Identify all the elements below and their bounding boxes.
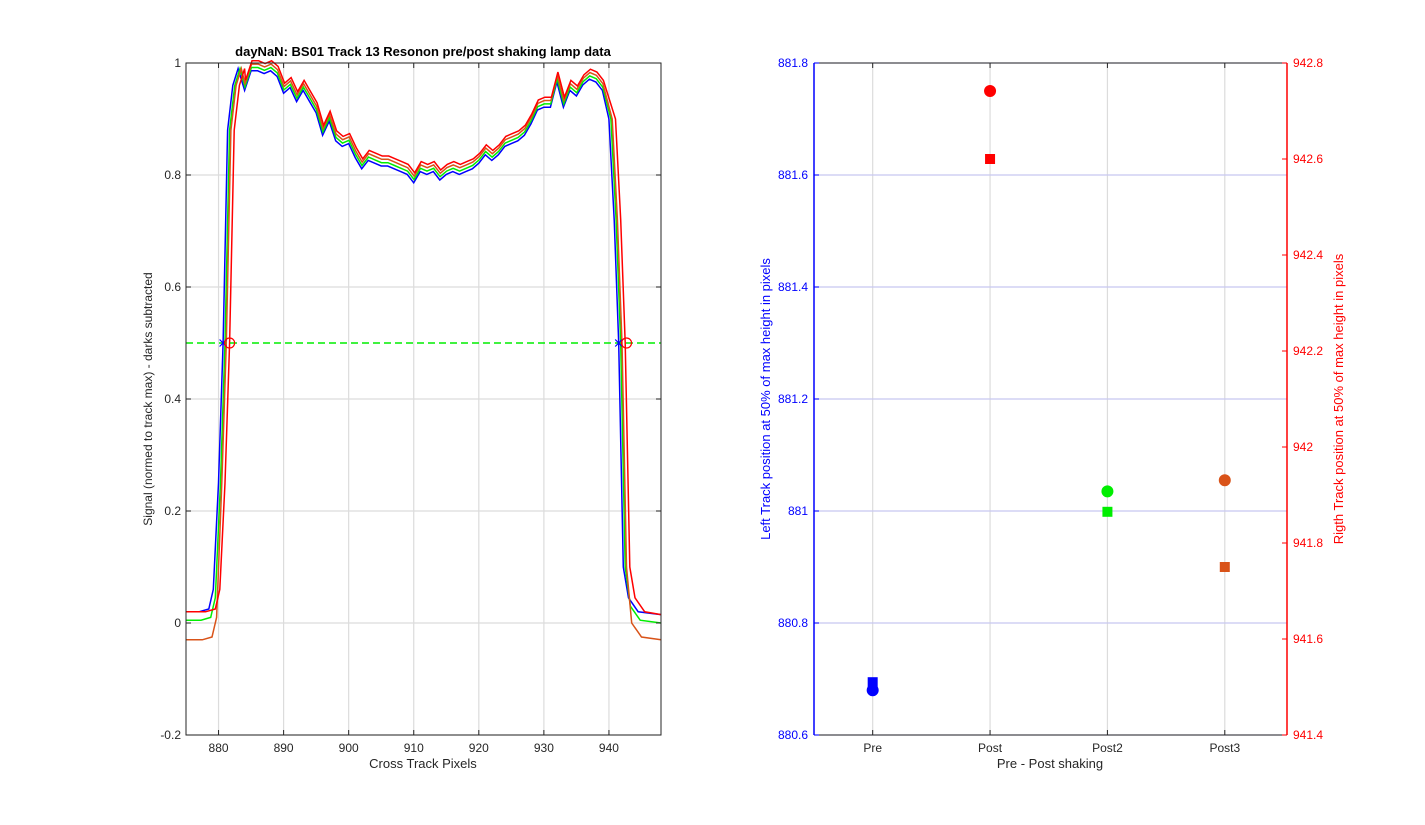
right-track-point-post xyxy=(985,154,996,164)
signal-line-series-1 xyxy=(186,65,662,624)
right-plot: Pre Post Post2 Post3 880.6 880.8 881 881.2 881.4… xyxy=(758,56,1346,771)
left-axis-tick-label: 881 xyxy=(788,504,808,518)
left-axis-tick-label: 881.6 xyxy=(778,168,808,182)
left-y-tick-label: 0.8 xyxy=(164,168,181,182)
left-y-tick-label: 0.4 xyxy=(164,392,181,406)
left-y-tick-label: -0.2 xyxy=(160,728,181,742)
right-axis-tick-label: 941.8 xyxy=(1293,536,1323,550)
left-x-tick-label: 920 xyxy=(469,741,489,755)
left-track-point-post2 xyxy=(1101,485,1114,498)
right-track-point-pre xyxy=(867,677,878,688)
left-axis-tick-label: 881.8 xyxy=(778,56,808,70)
right-axis-tick-label: 941.6 xyxy=(1293,632,1323,646)
threshold-group xyxy=(186,337,661,349)
right-track-point-post3 xyxy=(1219,562,1230,572)
left-x-tick-label: 890 xyxy=(274,741,294,755)
left-x-tick-label: 880 xyxy=(209,741,229,755)
signal-line-series-2 xyxy=(186,63,662,641)
left-x-tick-label: 910 xyxy=(404,741,424,755)
left-axis-tick-label: 881.2 xyxy=(778,392,808,406)
left-x-tick-label: 940 xyxy=(599,741,619,755)
signal-line-series-0 xyxy=(186,66,662,616)
left-y-tick-label: 0.6 xyxy=(164,280,181,294)
left-x-tick-label: 930 xyxy=(534,741,554,755)
left-axis-tick-label: 880.6 xyxy=(778,728,808,742)
left-plot: 880 890 900 910 920 930 940-0.200.20.40.60.81 … xyxy=(141,44,662,771)
category-label-pre: Pre xyxy=(863,741,882,755)
right-axis-tick-label: 942.6 xyxy=(1293,152,1323,166)
left-ticks: 880 890 900 910 920 930 940 -0.2 0 0.2 0.4 0.6 0.8 1 xyxy=(160,56,661,755)
left-x-axis-label: Cross Track Pixels xyxy=(369,756,477,771)
left-x-tick-label: 900 xyxy=(339,741,359,755)
right-x-axis-label: Pre - Post shaking xyxy=(997,756,1103,771)
left-y-tick-label: 0.2 xyxy=(164,504,181,518)
right-axis-tick-label: 941.4 xyxy=(1293,728,1323,742)
left-axis-tick-label: 881.4 xyxy=(778,280,808,294)
right-axis-tick-label: 942.2 xyxy=(1293,344,1323,358)
right-axis-tick-label: 942.8 xyxy=(1293,56,1323,70)
right-ticks: Pre Post Post2 Post3 880.6 880.8 881 881.2 881.4… xyxy=(778,56,1323,755)
right-plot-right-y-axis-label: Rigth Track position at 50% of max heigh… xyxy=(1331,253,1346,544)
left-y-tick-label: 0 xyxy=(174,616,181,630)
left-axis-tick-label: 880.8 xyxy=(778,616,808,630)
right-plot-left-y-axis-label: Left Track position at 50% of max height… xyxy=(758,258,773,540)
left-y-tick-label: 1 xyxy=(174,56,181,70)
right-axis-tick-label: 942.4 xyxy=(1293,248,1323,262)
left-track-point-post xyxy=(984,85,997,97)
category-label-post: Post xyxy=(978,741,1003,755)
left-track-point-post3 xyxy=(1218,474,1231,487)
right-axis-tick-label: 942 xyxy=(1293,440,1313,454)
right-track-point-post2 xyxy=(1102,506,1113,517)
category-label-post2: Post2 xyxy=(1092,741,1123,755)
crossing-marker-x xyxy=(614,339,623,347)
crossing-marker-circle xyxy=(620,337,633,349)
category-label-post3: Post3 xyxy=(1209,741,1240,755)
right-points-group xyxy=(866,85,1231,697)
left-y-axis-label: Signal (normed to track max) - darks sub… xyxy=(141,272,155,525)
crossing-marker-circle xyxy=(223,337,236,349)
left-plot-title: dayNaN: BS01 Track 13 Resonon pre/post s… xyxy=(235,44,611,59)
